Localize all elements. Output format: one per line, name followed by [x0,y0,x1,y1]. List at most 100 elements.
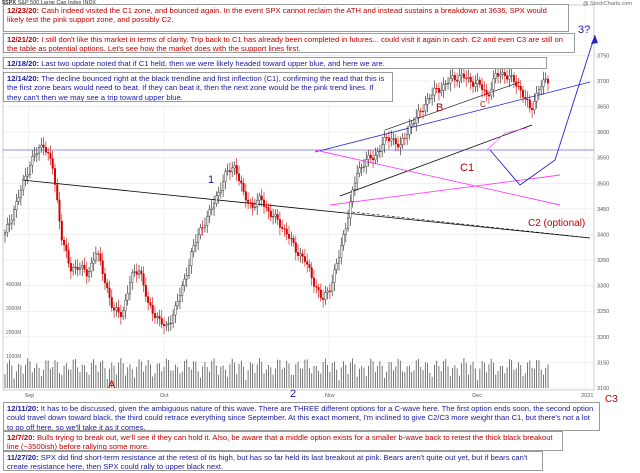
candle-body [226,170,229,172]
candle-body [219,190,222,193]
blue-projection-arrow [591,35,598,44]
note-date: 12/21/20: [7,35,40,44]
candle-body [249,202,252,204]
candle-body [265,206,268,208]
c1-label: C1 [460,162,475,174]
candle-body [510,75,513,77]
candle-body [244,191,247,201]
candle-body [144,285,147,297]
candle-body [390,138,393,142]
candle-body [326,290,329,293]
candle-body [160,318,163,325]
candle-body [235,165,238,174]
candle-body [537,89,540,94]
candle-body [192,245,195,252]
candle-body [337,257,340,264]
candle-body [360,167,363,169]
price-candles [3,64,550,335]
y-tick-label: 3600 [597,130,609,136]
candle-body [299,253,302,256]
candle-body [399,144,402,148]
candle-body [508,75,511,80]
candle-body [465,77,468,79]
wave-label-a: A [108,379,116,391]
candle-body [81,265,84,269]
note-text: Cash indeed visited the C1 zone, and bou… [7,6,547,25]
x-tick-label: 2021 [581,393,593,399]
candle-body [344,228,347,235]
candle-body [417,110,420,118]
candle-body [447,83,450,85]
candle-body [119,312,122,317]
x-tick-label: Sep [25,393,35,399]
candle-body [103,273,106,284]
candle-body [108,287,111,298]
candle-body [78,267,81,270]
candle-body [462,73,465,79]
candle-body [24,175,27,181]
candle-body [501,72,504,75]
candle-body [287,234,290,239]
y-tick-label: 3450 [597,207,609,213]
candle-body [440,90,443,93]
candle-body [101,260,104,274]
blue-projection-path [489,34,596,186]
candle-body [403,137,406,139]
x-tick-label: Nov [325,393,335,399]
candle-body [503,72,506,76]
candle-body [122,310,125,317]
candle-body [506,75,509,80]
y-tick-label: 3100 [597,386,609,392]
x-tick-label: Dec [472,393,482,399]
candle-body [292,237,295,243]
trendline-pink-lower [314,149,561,206]
x-axis-labels: Sep Oct Nov Dec 2021 [25,393,594,399]
candle-body [347,217,350,229]
candle-body [135,271,138,275]
candle-body [410,123,413,127]
candle-body [533,101,536,111]
candle-body [203,225,206,229]
candle-body [185,275,188,280]
candle-body [378,150,381,152]
y-axis-labels: 3750 3700 3650 3600 3550 3500 3450 3400 3350 3300… [597,53,609,392]
y-tick-label: 3550 [597,156,609,162]
y-tick-label: 3350 [597,258,609,264]
candle-body [99,253,102,261]
candle-body [319,289,322,299]
candle-body [8,222,11,225]
c3-label: C3 [605,394,618,405]
candle-body [542,79,545,87]
candle-body [142,273,145,286]
candle-body [453,75,456,81]
wave-label-1: 1 [208,174,215,186]
candle-body [53,168,56,185]
candle-body [72,267,75,272]
candle-body [83,265,86,270]
candle-body [197,234,200,243]
candle-body [437,88,440,93]
candle-body [26,174,29,177]
candle-body [467,77,470,79]
candle-body [92,259,95,264]
candle-body [58,199,61,222]
candle-body [106,282,109,289]
note-date: 12/14/20: [7,74,40,83]
note-12-7: 12/7/20: Bulls trying to break out, we'l… [3,431,563,451]
wave-label-3q: 3? [578,24,591,36]
y-tick-label: 3400 [597,232,609,238]
candle-body [49,152,52,159]
note-12-23: 12/23/20: Cash indeed visited the C1 zon… [3,4,569,32]
candle-body [97,253,100,255]
candle-body [169,322,172,324]
candle-body [251,202,254,208]
candle-body [138,270,141,275]
candle-body [188,265,191,276]
candle-body [328,290,331,292]
candle-body [365,159,368,167]
candle-body [126,293,129,301]
candle-body [153,313,156,319]
candle-body [56,184,59,201]
candle-body [460,73,463,76]
candle-body [422,110,425,112]
